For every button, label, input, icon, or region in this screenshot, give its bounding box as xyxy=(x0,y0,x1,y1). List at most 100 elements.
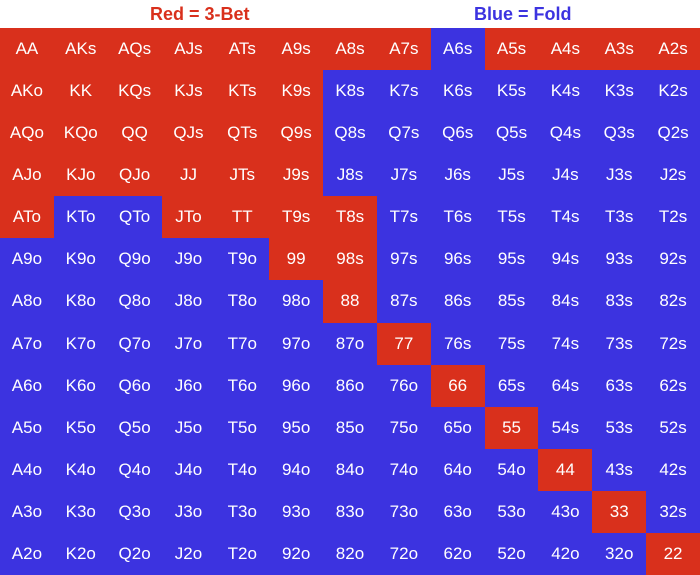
hand-cell: K2o xyxy=(53,532,108,575)
hand-cell: Q8s xyxy=(323,112,377,155)
hand-cell: J4s xyxy=(538,154,593,197)
hand-cell: KTs xyxy=(215,70,270,113)
hand-cell: K5s xyxy=(484,70,539,113)
hand-cell: J6o xyxy=(161,364,216,407)
hand-cell: K6o xyxy=(53,364,108,407)
hand-cell: 86o xyxy=(323,364,377,407)
hand-cell: 74o xyxy=(376,448,431,491)
hand-cell: A8s xyxy=(323,28,377,71)
hand-cell: K7o xyxy=(53,322,108,365)
hand-cell: 32o xyxy=(592,532,647,575)
hand-cell: Q2s xyxy=(646,112,700,155)
hand-cell: A9o xyxy=(0,238,54,281)
hand-cell: 72s xyxy=(646,322,700,365)
hand-cell: 42s xyxy=(646,448,700,491)
hand-cell: 73o xyxy=(376,490,431,533)
hand-cell: A8o xyxy=(0,280,54,323)
hand-cell: K4o xyxy=(53,448,108,491)
hand-cell: K8o xyxy=(53,280,108,323)
hand-cell: 62o xyxy=(430,532,485,575)
hand-cell: 96o xyxy=(269,364,324,407)
hand-cell: Q6o xyxy=(107,364,162,407)
hand-cell: AJs xyxy=(161,28,216,71)
legend-blue-label: Blue = Fold xyxy=(474,4,572,24)
hand-cell: 97o xyxy=(269,322,324,365)
hand-cell: TT xyxy=(215,196,270,239)
hand-cell: K9o xyxy=(53,238,108,281)
hand-cell: 44 xyxy=(538,448,593,491)
hand-cell: Q5o xyxy=(107,406,162,449)
hand-cell: KK xyxy=(53,70,108,113)
hand-cell: 99 xyxy=(269,238,324,281)
hand-cell: Q3s xyxy=(592,112,647,155)
hand-cell: QTs xyxy=(215,112,270,155)
legend-red-label: Red = 3-Bet xyxy=(150,4,250,24)
hand-cell: 75s xyxy=(484,322,539,365)
hand-cell: 74s xyxy=(538,322,593,365)
hand-cell: 64s xyxy=(538,364,593,407)
hand-cell: 88 xyxy=(323,280,377,323)
hand-cell: J9o xyxy=(161,238,216,281)
hand-cell: 76o xyxy=(376,364,431,407)
hand-cell: A4s xyxy=(538,28,593,71)
hand-cell: T7o xyxy=(215,322,270,365)
hand-cell: JJ xyxy=(161,154,216,197)
hand-cell: 73s xyxy=(592,322,647,365)
hand-cell: 77 xyxy=(376,322,431,365)
hand-cell: Q7s xyxy=(376,112,431,155)
hand-cell: K2s xyxy=(646,70,700,113)
hand-cell: K5o xyxy=(53,406,108,449)
hand-range-grid: AA AKs AQs AJs ATs A9s A8s A7s A6s A5s A4s A3s A2s AK… xyxy=(0,28,700,575)
hand-cell: Q5s xyxy=(484,112,539,155)
hand-cell: QQ xyxy=(107,112,162,155)
hand-cell: A9s xyxy=(269,28,324,71)
hand-cell: 42o xyxy=(538,532,593,575)
hand-cell: 86s xyxy=(430,280,485,323)
hand-cell: Q4s xyxy=(538,112,593,155)
hand-cell: T2s xyxy=(646,196,700,239)
hand-cell: KJs xyxy=(161,70,216,113)
hand-cell: KQo xyxy=(53,112,108,155)
hand-cell: 54s xyxy=(538,406,593,449)
hand-cell: 85s xyxy=(484,280,539,323)
hand-cell: J9s xyxy=(269,154,324,197)
hand-cell: KQs xyxy=(107,70,162,113)
hand-cell: T9s xyxy=(269,196,324,239)
hand-cell: 43o xyxy=(538,490,593,533)
hand-cell: 87s xyxy=(376,280,431,323)
hand-cell: 93o xyxy=(269,490,324,533)
hand-cell: J6s xyxy=(430,154,485,197)
hand-cell: 94o xyxy=(269,448,324,491)
hand-cell: 22 xyxy=(646,532,700,575)
hand-cell: 33 xyxy=(592,490,647,533)
hand-cell: A4o xyxy=(0,448,54,491)
hand-cell: T5o xyxy=(215,406,270,449)
hand-cell: K3o xyxy=(53,490,108,533)
hand-cell: AQo xyxy=(0,112,54,155)
hand-cell: 84o xyxy=(323,448,377,491)
hand-cell: QJs xyxy=(161,112,216,155)
hand-cell: JTo xyxy=(161,196,216,239)
hand-cell: Q3o xyxy=(107,490,162,533)
hand-cell: T3o xyxy=(215,490,270,533)
hand-cell: A7s xyxy=(376,28,431,71)
hand-cell: J7o xyxy=(161,322,216,365)
hand-cell: J7s xyxy=(376,154,431,197)
hand-cell: A6s xyxy=(430,28,485,71)
hand-cell: 85o xyxy=(323,406,377,449)
hand-cell: J2o xyxy=(161,532,216,575)
hand-cell: 65o xyxy=(430,406,485,449)
hand-cell: 82s xyxy=(646,280,700,323)
hand-cell: 84s xyxy=(538,280,593,323)
hand-cell: 96s xyxy=(430,238,485,281)
hand-cell: T8s xyxy=(323,196,377,239)
hand-cell: 52s xyxy=(646,406,700,449)
hand-cell: T3s xyxy=(592,196,647,239)
hand-cell: JTs xyxy=(215,154,270,197)
hand-cell: 52o xyxy=(484,532,539,575)
hand-cell: T6o xyxy=(215,364,270,407)
hand-cell: 98s xyxy=(323,238,377,281)
hand-cell: 87o xyxy=(323,322,377,365)
hand-cell: 54o xyxy=(484,448,539,491)
hand-cell: Q4o xyxy=(107,448,162,491)
